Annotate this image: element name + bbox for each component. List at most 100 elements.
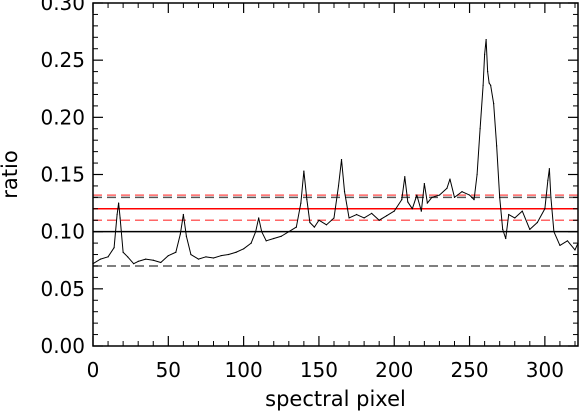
data-point (514, 217, 516, 219)
data-point (431, 196, 433, 198)
y-tick-label: 0.05 (40, 277, 85, 301)
y-tick-label: 0.15 (40, 163, 85, 187)
y-tick-label: 0.30 (40, 0, 85, 15)
data-point (449, 178, 451, 180)
data-point (378, 219, 380, 221)
data-point (393, 210, 395, 212)
data-point (227, 253, 230, 256)
x-tick-label: 200 (375, 358, 413, 382)
data-point (261, 231, 263, 233)
data-point (423, 183, 425, 185)
data-point (479, 128, 481, 130)
data-point (521, 210, 523, 212)
data-point (438, 194, 441, 196)
data-point (416, 194, 418, 196)
data-point (250, 242, 252, 244)
y-axis-title: ratio (0, 150, 22, 198)
data-point (118, 202, 120, 204)
data-point (179, 233, 181, 235)
data-point (371, 212, 373, 214)
data-point (553, 231, 555, 233)
data-point (548, 168, 550, 170)
data-point (340, 159, 343, 161)
data-point (496, 145, 498, 147)
data-point (99, 258, 102, 260)
data-point (446, 187, 448, 189)
data-point (426, 202, 428, 204)
data-point (508, 213, 510, 216)
data-point (355, 213, 358, 216)
data-point (288, 231, 290, 233)
x-tick-label: 0 (87, 358, 100, 382)
y-tick-label: 0.00 (40, 334, 85, 358)
data-point (255, 231, 257, 233)
data-point (265, 240, 267, 242)
data-point (490, 84, 492, 86)
data-point (411, 208, 413, 210)
data-point (566, 240, 569, 242)
data-point (493, 103, 495, 105)
y-tick-label: 0.20 (40, 105, 85, 129)
plot-frame (92, 2, 579, 347)
data-point (258, 217, 260, 219)
data-point (280, 235, 282, 237)
x-axis-title: spectral pixel (265, 387, 406, 411)
data-point (333, 217, 335, 219)
data-point (313, 226, 316, 228)
data-point (309, 221, 311, 224)
data-point (529, 228, 531, 230)
data-point (152, 259, 154, 261)
data-point (137, 260, 139, 262)
data-point (337, 185, 340, 187)
data-point (243, 248, 245, 250)
x-tick-label: 250 (450, 358, 488, 382)
data-point (574, 249, 576, 251)
data-point (343, 191, 346, 193)
data-point (468, 194, 471, 196)
data-point (544, 208, 546, 210)
data-point (113, 247, 115, 249)
data-point (505, 237, 507, 240)
data-point (303, 170, 305, 172)
data-point (205, 256, 207, 258)
x-tick-label: 100 (225, 358, 263, 382)
series-line-0 (92, 39, 579, 265)
data-point (306, 199, 308, 201)
data-point (401, 199, 403, 201)
data-point (386, 215, 388, 217)
data-point (295, 226, 297, 228)
data-point (348, 217, 350, 219)
data-point (536, 221, 538, 224)
data-point (133, 263, 135, 265)
data-point (300, 202, 302, 204)
y-tick-label: 0.10 (40, 220, 85, 244)
data-point (325, 224, 328, 226)
data-point (127, 256, 129, 258)
data-point (182, 213, 184, 216)
series-group (92, 38, 579, 265)
data-point (404, 176, 406, 178)
data-point (484, 53, 486, 56)
x-tick-label: 150 (300, 358, 338, 382)
data-point (167, 255, 169, 257)
axis-ticks (92, 2, 578, 347)
data-point (190, 253, 192, 256)
data-point (453, 196, 456, 198)
data-point (476, 173, 478, 176)
data-point (485, 38, 487, 41)
tick-labels: 0 50 100 150 200 250 300 0.00 0.05 0.10 0.15 0.20 0.… (40, 0, 563, 382)
data-point (185, 235, 187, 237)
data-point (550, 196, 552, 198)
data-point (420, 210, 422, 212)
data-point (160, 261, 162, 264)
data-point (116, 213, 118, 216)
data-point (122, 251, 124, 253)
x-tick-label: 50 (156, 358, 181, 382)
data-point (547, 179, 549, 181)
data-point (273, 237, 275, 240)
data-point (145, 258, 147, 260)
y-tick-label: 0.25 (40, 48, 85, 72)
data-point (107, 256, 109, 258)
data-point (407, 201, 409, 203)
